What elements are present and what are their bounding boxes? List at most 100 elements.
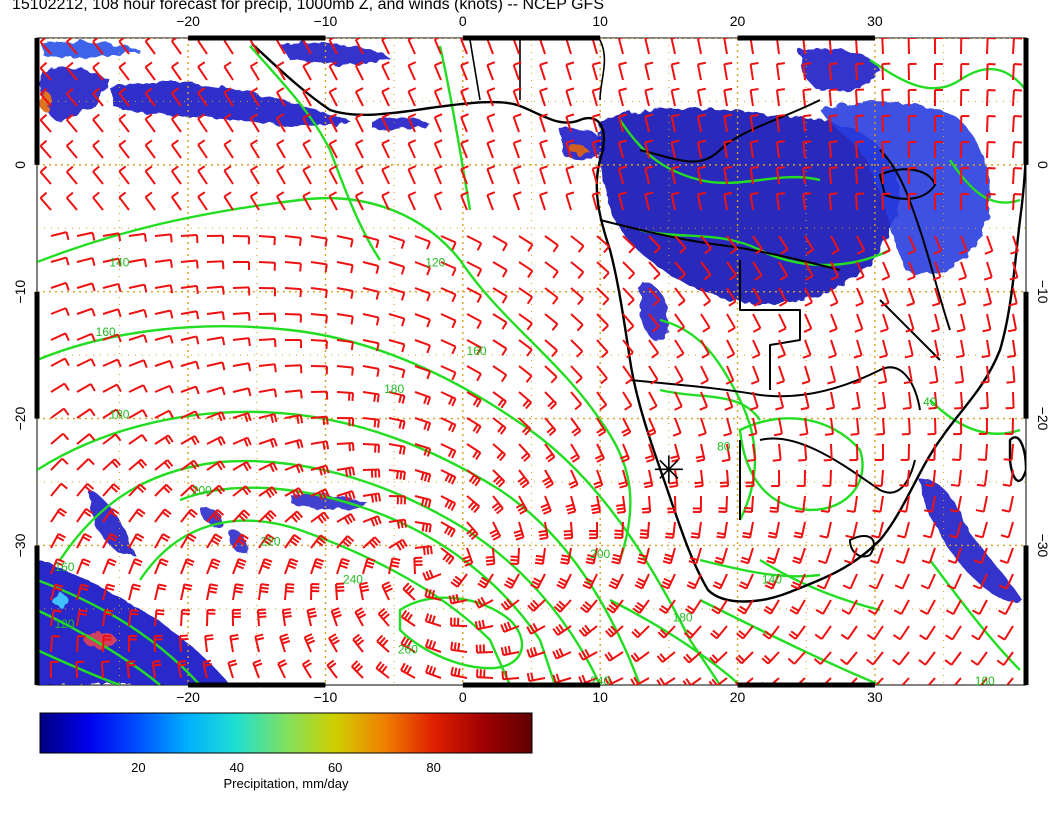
wind-barb [905,313,915,333]
wind-barb [918,651,936,666]
wind-barb [674,287,686,307]
wind-barb [854,88,864,107]
wind-barb [718,495,728,513]
wind-barb [407,61,417,81]
wind-barb [877,391,887,410]
wind-barb [983,261,993,281]
wind-barb [621,417,632,437]
wind-barb [433,38,442,55]
wind-barb [76,635,86,653]
wind-barb [827,365,837,385]
wind-barb [492,469,506,488]
wind-barb [737,599,754,615]
wind-barb [926,443,936,461]
wind-barb [927,417,937,436]
wind-barb [692,495,702,513]
wind-barb [362,365,380,377]
wind-barb [258,287,276,297]
wind-barb [749,61,759,81]
wind-barb [206,609,216,627]
wind-barb [933,235,943,255]
wind-barb [512,61,522,81]
wind-barb [362,536,381,549]
wind-barb [830,235,840,255]
wind-barb [76,483,95,497]
wind-barb [674,313,686,333]
wind-barb [933,166,943,185]
wind-barb [180,533,197,549]
wind-barb [153,634,163,653]
wind-barb [590,495,602,515]
wind-barb [310,415,329,425]
wind-barb [512,139,522,159]
wind-barb [712,573,728,590]
wind-barb [775,192,786,211]
colorbar-title: Precipitation, mm/day [223,776,349,791]
wind-barb [933,192,943,211]
wind-barb [945,599,962,615]
wind-barb [790,573,806,590]
wind-barb [670,191,680,211]
contour-label: 160 [467,344,487,358]
wind-barb [102,408,122,419]
wind-barb [180,508,198,523]
wind-barb [539,87,548,107]
wind-barb [448,593,468,605]
wind-barb [486,61,496,81]
wind-barb [644,113,654,133]
wind-barb [302,87,312,107]
wind-barb [128,232,147,242]
wind-barb [918,677,936,685]
wind-barb [1007,313,1018,333]
wind-barb [154,609,165,627]
wind-barb [617,38,625,55]
wind-barb [232,362,252,372]
wind-barb [761,651,780,665]
wind-barb [700,313,711,333]
country-border [849,535,875,558]
wind-barb [933,62,943,81]
wind-barb [489,521,502,541]
wind-barb [683,625,702,639]
wind-barb [878,365,888,385]
wind-barb [170,165,182,185]
wind-barb [632,599,650,614]
wind-barb [206,558,221,575]
contour-line [249,45,381,261]
wind-barb [407,191,417,211]
wind-barb [539,139,548,159]
wind-barb [354,87,364,107]
wind-barb [674,391,683,411]
wind-barb [460,87,469,107]
wind-barb [544,261,559,279]
wind-barb [855,287,865,307]
wind-barb [92,113,104,133]
wind-barb [223,165,234,185]
wind-barb [180,259,199,269]
wind-barb [828,88,838,107]
wind-barb [223,113,234,133]
wind-barb [660,573,676,590]
wind-barb [128,308,148,318]
wind-barb [596,417,607,437]
wind-barb [570,443,581,463]
wind-barb [336,513,356,525]
wind-barb [102,383,122,393]
wind-barb [128,434,148,445]
wind-barb [102,609,114,627]
wind-barb [804,287,813,307]
wind-barb [466,417,482,434]
wind-barb [801,365,811,385]
wind-barb [354,607,367,627]
wind-barb [665,521,676,539]
contour-label: 180 [673,611,693,625]
wind-barb [301,659,312,679]
wind-barb [958,261,968,281]
wind-barb [721,443,731,463]
wind-barb [180,410,200,420]
wind-barb [440,287,457,303]
wind-barb [617,113,627,133]
wind-barb [328,38,338,55]
wind-barb [656,677,676,685]
wind-barb [648,391,658,411]
